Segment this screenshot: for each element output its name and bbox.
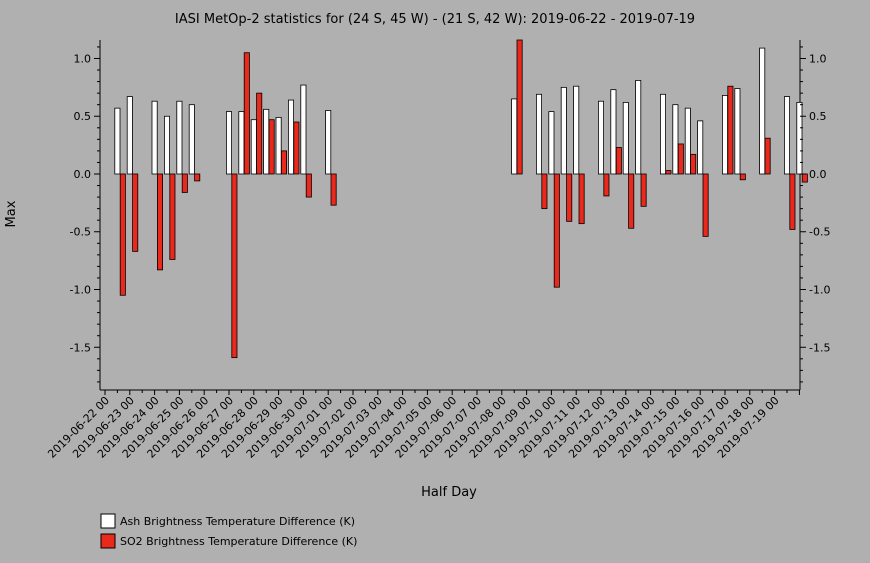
- so2-bar-39: [603, 173, 610, 197]
- so2-bar-34: [541, 173, 548, 210]
- ash-bar-55: [796, 101, 803, 175]
- ash-bar-47: [697, 120, 704, 175]
- so2-bar-17: [330, 173, 337, 206]
- so2-bar-3: [156, 173, 163, 271]
- ash-bar-11: [250, 119, 257, 175]
- so2-bar-45: [677, 143, 684, 175]
- so2-bar-52: [764, 137, 771, 175]
- so2-bar-54: [789, 173, 796, 230]
- so2-bar-15: [305, 173, 312, 198]
- bars: [114, 39, 808, 359]
- so2-bar-50: [739, 173, 746, 181]
- so2-bar-13: [280, 150, 287, 175]
- y-tick-label-left: -1.5: [70, 341, 91, 354]
- so2-bar-6: [194, 173, 201, 182]
- legend-label-1: SO2 Brightness Temperature Difference (K…: [120, 535, 357, 548]
- y-tick-label-right: 1.0: [809, 52, 827, 65]
- ash-bar-46: [684, 107, 691, 175]
- ash-bar-49: [722, 95, 729, 175]
- ash-bar-39: [598, 100, 605, 175]
- ash-bar-1: [126, 96, 133, 175]
- ash-bar-40: [610, 89, 617, 175]
- y-tick-label-right: 0.0: [809, 168, 827, 181]
- so2-bar-40: [615, 147, 622, 175]
- so2-bar-44: [665, 170, 672, 175]
- ash-bar-44: [660, 93, 667, 175]
- ash-bar-35: [548, 111, 555, 175]
- y-tick-label-left: 0.5: [74, 110, 92, 123]
- ash-bar-17: [325, 110, 332, 175]
- ash-bar-41: [622, 101, 629, 175]
- so2-bar-1: [132, 173, 139, 252]
- legend: Ash Brightness Temperature Difference (K…: [100, 513, 357, 549]
- ash-bar-34: [536, 93, 543, 175]
- so2-bar-42: [640, 173, 647, 207]
- so2-bar-36: [566, 173, 573, 222]
- plot-frame: [99, 40, 801, 391]
- y-axis-left: 1.0 0.5 0.0 -0.5 -1.0 -1.5: [70, 46, 100, 383]
- legend-label-0: Ash Brightness Temperature Difference (K…: [120, 515, 355, 528]
- so2-bar-11: [256, 92, 263, 175]
- ash-bar-12: [263, 108, 270, 175]
- ash-bar-42: [635, 80, 642, 175]
- ash-bar-52: [759, 47, 766, 175]
- so2-bar-0: [119, 173, 126, 296]
- ash-bar-5: [176, 100, 183, 175]
- y-tick-label-right: -0.5: [809, 226, 830, 239]
- ash-bar-45: [672, 104, 679, 175]
- y-axis-right: 1.0 0.5 0.0 -0.5 -1.0 -1.5: [800, 46, 830, 383]
- ash-bar-9: [225, 111, 232, 175]
- so2-bar-4: [169, 173, 176, 260]
- ash-bar-3: [151, 100, 158, 175]
- ash-bar-13: [275, 116, 282, 175]
- so2-bar-10: [243, 52, 250, 175]
- so2-bar-49: [727, 85, 734, 175]
- legend-swatch-1: [100, 533, 116, 549]
- y-tick-label-right: -1.5: [809, 341, 830, 354]
- ash-bar-54: [784, 96, 791, 175]
- so2-bar-46: [690, 153, 697, 175]
- so2-bar-41: [628, 173, 635, 229]
- y-tick-label-left: -1.0: [70, 284, 91, 297]
- ash-bar-10: [238, 111, 245, 175]
- chart-title: IASI MetOp-2 statistics for (24 S, 45 W)…: [175, 12, 695, 27]
- y-tick-label-left: -0.5: [70, 226, 91, 239]
- y-tick-label-right: -1.0: [809, 284, 830, 297]
- so2-bar-47: [702, 173, 709, 237]
- so2-bar-32: [516, 39, 523, 175]
- y-tick-label-left: 1.0: [74, 52, 92, 65]
- ash-bar-36: [560, 86, 567, 175]
- x-axis-title: Half Day: [421, 485, 477, 500]
- legend-swatch-0: [100, 513, 116, 529]
- y-tick-label-left: 0.0: [74, 168, 92, 181]
- ash-bar-32: [511, 98, 518, 175]
- ash-bar-6: [188, 104, 195, 175]
- ash-bar-0: [114, 107, 121, 175]
- so2-bar-12: [268, 119, 275, 175]
- so2-bar-14: [293, 121, 300, 175]
- ash-bar-4: [163, 115, 170, 175]
- so2-bar-35: [553, 173, 560, 288]
- so2-bar-9: [231, 173, 238, 359]
- y-axis-title: Max: [4, 200, 19, 227]
- ash-bar-15: [300, 84, 307, 175]
- ash-bar-14: [287, 99, 294, 175]
- y-tick-label-right: 0.5: [809, 110, 827, 123]
- ash-bar-50: [734, 88, 741, 175]
- so2-bar-55: [801, 173, 808, 183]
- so2-bar-5: [181, 173, 188, 193]
- ash-bar-37: [573, 85, 580, 175]
- so2-bar-37: [578, 173, 585, 225]
